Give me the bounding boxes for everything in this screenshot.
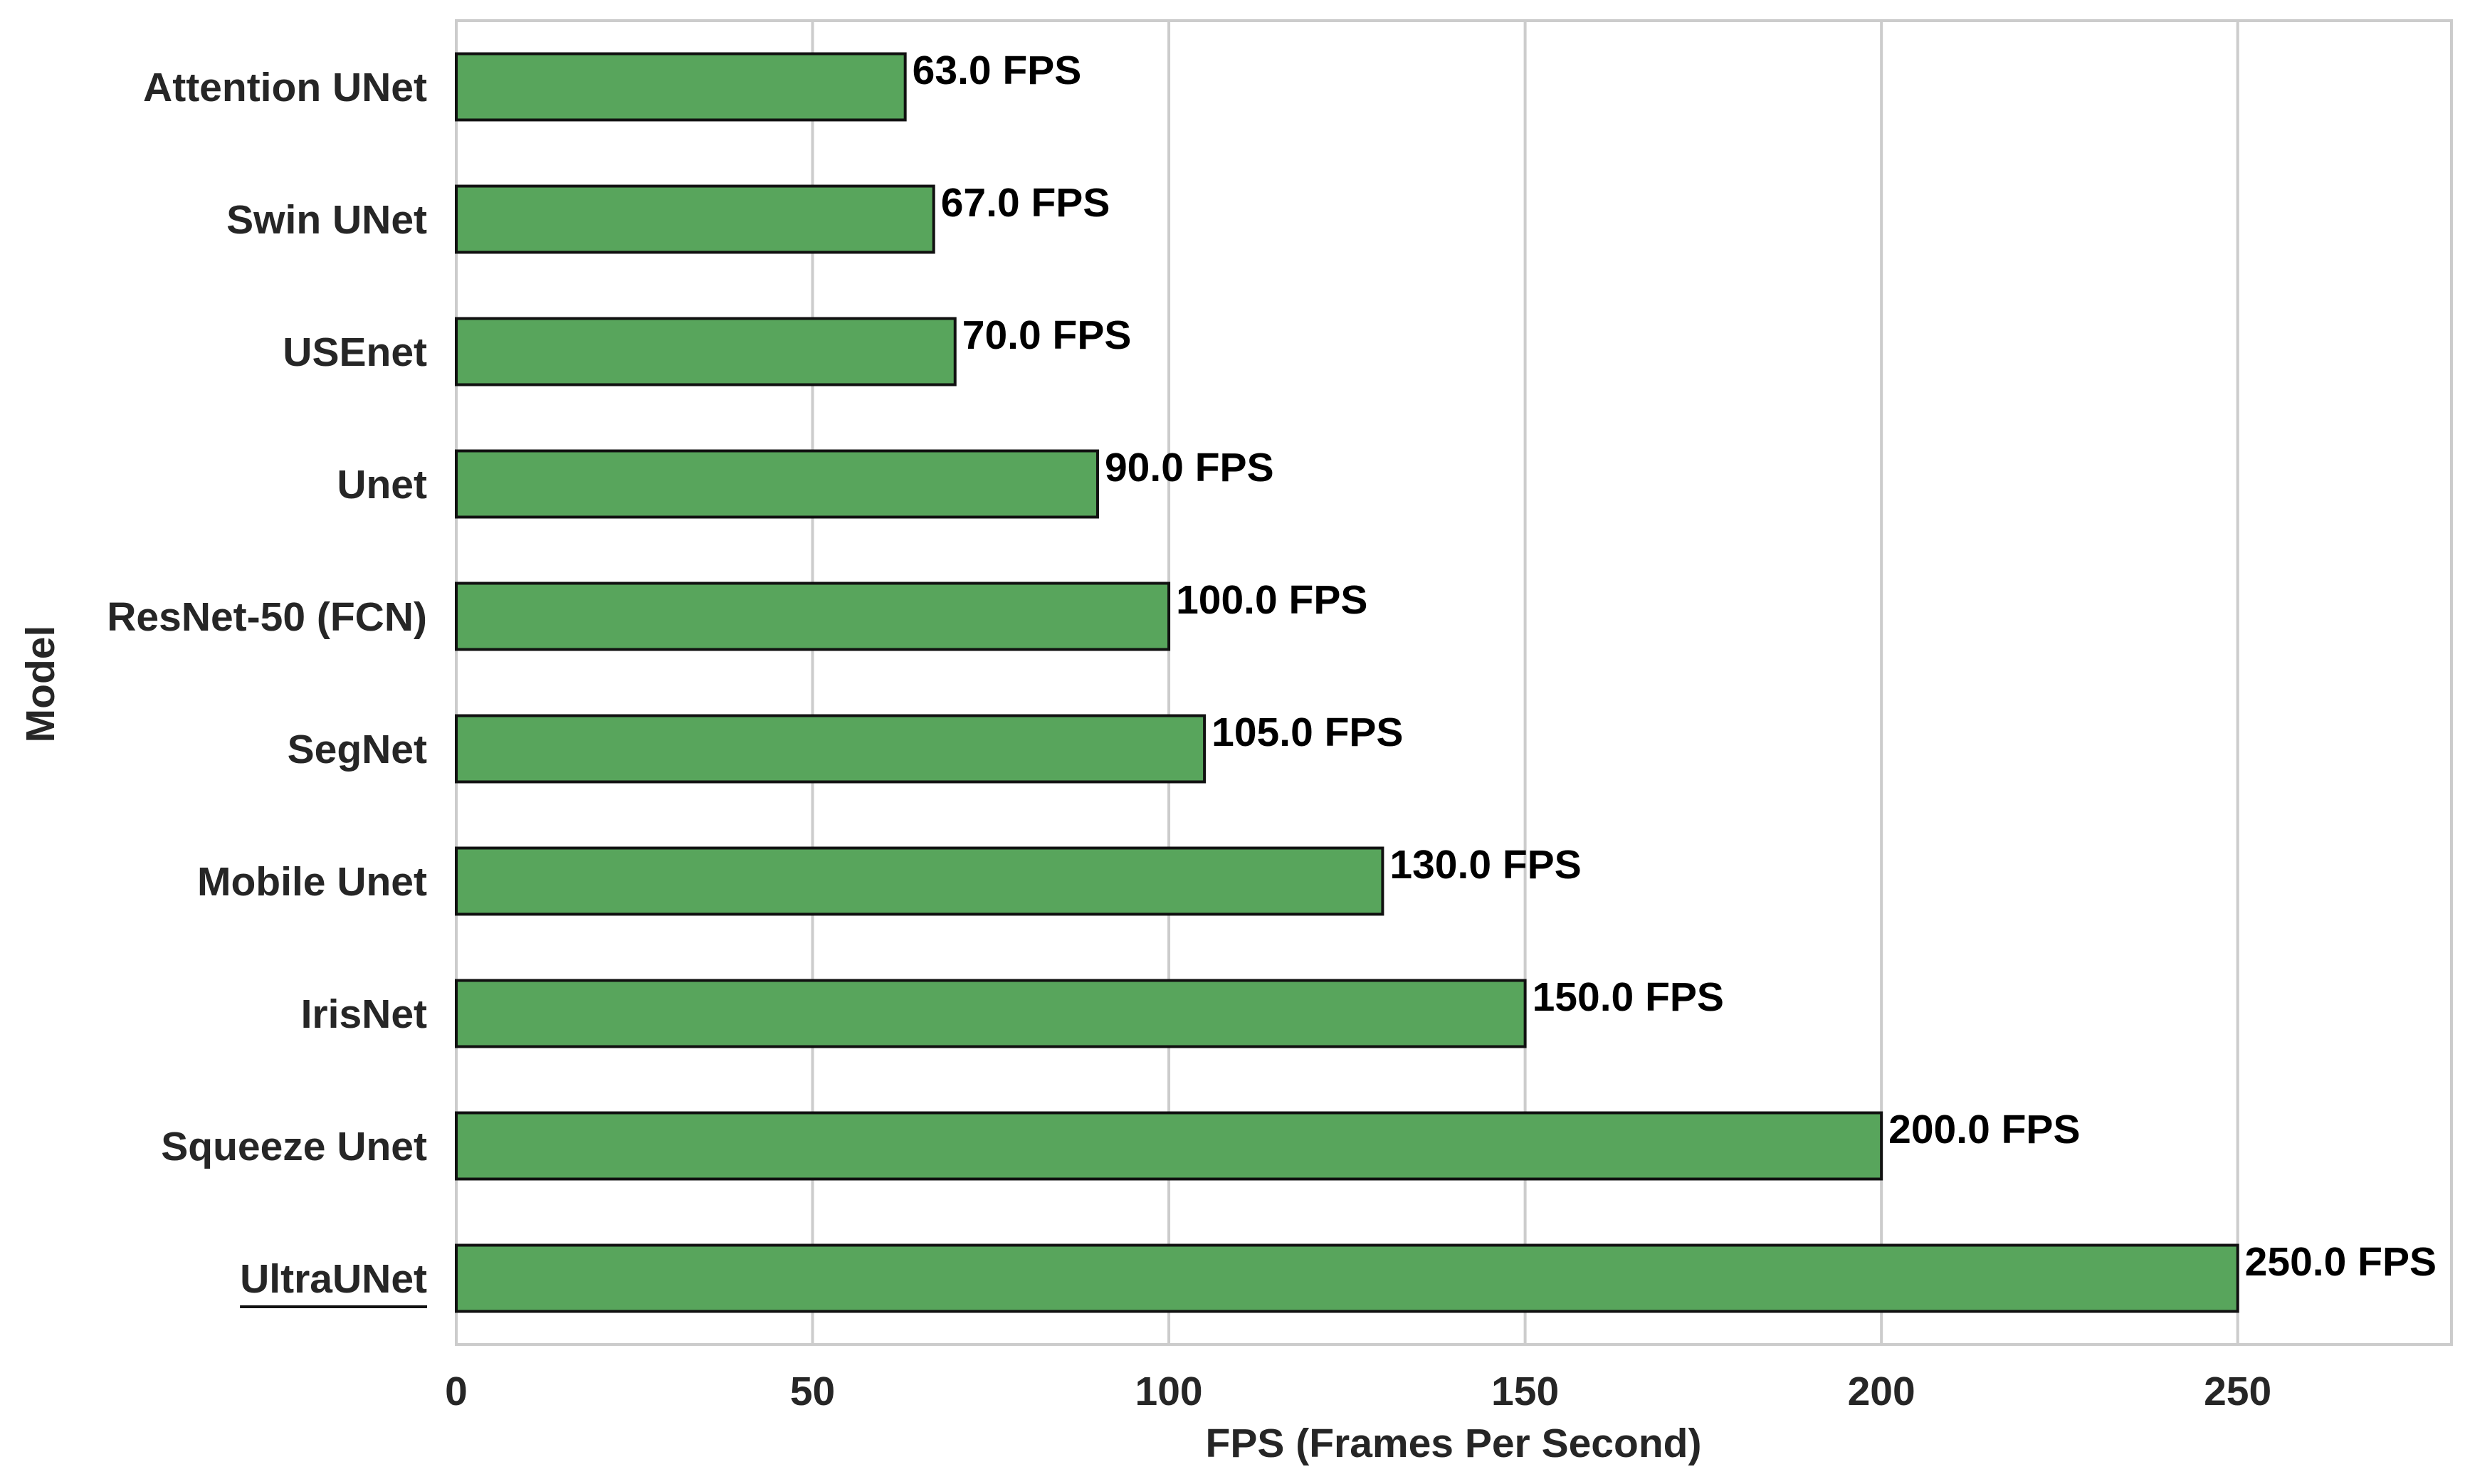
y-category-label: Squeeze Unet — [161, 1124, 427, 1169]
y-category-label: SegNet — [288, 727, 427, 772]
y-category-label: ResNet-50 (FCN) — [107, 594, 427, 640]
x-tick-label: 150 — [1491, 1369, 1559, 1414]
x-tick-label: 100 — [1135, 1369, 1203, 1414]
data-label: 67.0 FPS — [941, 180, 1110, 226]
bar — [455, 52, 907, 122]
data-label: 100.0 FPS — [1176, 577, 1367, 623]
y-axis-categories: Attention UNet Swin UNet USEnet Unet ResNet-… — [107, 65, 427, 1308]
bar — [455, 979, 1527, 1048]
y-axis-title: Model — [18, 626, 63, 743]
y-category-label: UltraUNet — [240, 1256, 427, 1302]
data-label: 70.0 FPS — [962, 312, 1132, 358]
y-category-label: Swin UNet — [226, 197, 427, 243]
x-tick-label: 250 — [2204, 1369, 2271, 1414]
bar — [455, 714, 1207, 784]
y-category-label: USEnet — [283, 330, 427, 375]
bar — [455, 582, 1171, 651]
data-label: 250.0 FPS — [2245, 1239, 2437, 1285]
data-label: 105.0 FPS — [1212, 710, 1403, 755]
bar — [455, 449, 1099, 519]
plot-frame — [455, 19, 2453, 1346]
x-tick-label: 0 — [445, 1369, 468, 1414]
x-axis-ticks: 0 50 100 150 200 250 — [445, 1369, 2271, 1414]
x-tick-label: 200 — [1848, 1369, 1915, 1414]
bars — [455, 52, 2239, 1313]
data-labels: 63.0 FPS 67.0 FPS 70.0 FPS 90.0 FPS 100.0 FP… — [913, 48, 2437, 1285]
data-label: 200.0 FPS — [1888, 1107, 2080, 1152]
x-axis-title: FPS (Frames Per Second) — [1206, 1421, 1702, 1466]
data-label: 150.0 FPS — [1533, 974, 1724, 1020]
data-label: 130.0 FPS — [1389, 842, 1581, 888]
y-category-label: Mobile Unet — [197, 859, 427, 905]
x-tick-label: 50 — [790, 1369, 835, 1414]
y-category-label: Unet — [337, 462, 427, 507]
bar — [455, 846, 1384, 916]
bar — [455, 184, 935, 254]
bar — [455, 1111, 1883, 1181]
data-label: 63.0 FPS — [913, 48, 1082, 93]
y-category-label: IrisNet — [301, 991, 427, 1037]
bar — [455, 1243, 2239, 1313]
y-category-label: Attention UNet — [143, 65, 427, 110]
bar — [455, 317, 957, 386]
data-label: 90.0 FPS — [1105, 445, 1274, 490]
